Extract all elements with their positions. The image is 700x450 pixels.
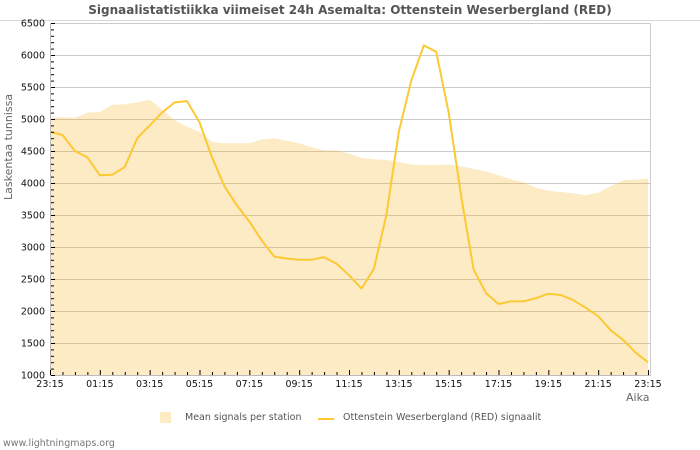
station-signals-line [49,44,649,363]
svg-text:21:15: 21:15 [584,379,611,390]
svg-text:1500: 1500 [21,339,45,350]
svg-text:6000: 6000 [21,51,45,62]
area-swatch-icon [160,412,171,423]
svg-text:01:15: 01:15 [86,379,113,390]
svg-text:13:15: 13:15 [385,379,412,390]
x-axis-ticks: 23:15 01:15 03:15 05:15 07:15 09:15 11:15 13:15… [36,370,662,390]
plot-area [49,23,651,376]
svg-text:23:15: 23:15 [634,379,661,390]
svg-text:2500: 2500 [21,275,45,286]
svg-text:4500: 4500 [21,147,45,158]
x-axis-label: Aika [626,391,650,404]
svg-text:05:15: 05:15 [186,379,213,390]
svg-text:19:15: 19:15 [535,379,562,390]
svg-text:5000: 5000 [21,115,45,126]
y-axis-label: Laskentaa tunnissa [2,93,15,200]
y-axis-ticks: 1000 1500 2000 2500 3000 3500 4000 4500 5000 5500… [21,19,55,382]
footer-link[interactable]: www.lightningmaps.org [3,438,115,449]
svg-text:11:15: 11:15 [335,379,362,390]
svg-text:3500: 3500 [21,211,45,222]
line-swatch-icon [318,418,334,420]
svg-text:1000: 1000 [21,371,45,382]
svg-text:2000: 2000 [21,307,45,318]
svg-text:07:15: 07:15 [236,379,263,390]
svg-text:23:15: 23:15 [36,379,63,390]
svg-text:6500: 6500 [21,19,45,30]
legend-label-mean: Mean signals per station [185,412,302,423]
legend-label-station: Ottenstein Weserbergland (RED) signaalit [343,412,542,423]
svg-text:5500: 5500 [21,83,45,94]
chart-title: Signaalistatistiikka viimeiset 24h Asema… [88,3,612,17]
svg-text:03:15: 03:15 [136,379,163,390]
svg-text:15:15: 15:15 [435,379,462,390]
svg-text:09:15: 09:15 [285,379,312,390]
svg-text:17:15: 17:15 [485,379,512,390]
svg-text:4000: 4000 [21,179,45,190]
mean-signals-area [50,99,648,376]
title-divider [0,20,700,21]
svg-text:3000: 3000 [21,243,45,254]
